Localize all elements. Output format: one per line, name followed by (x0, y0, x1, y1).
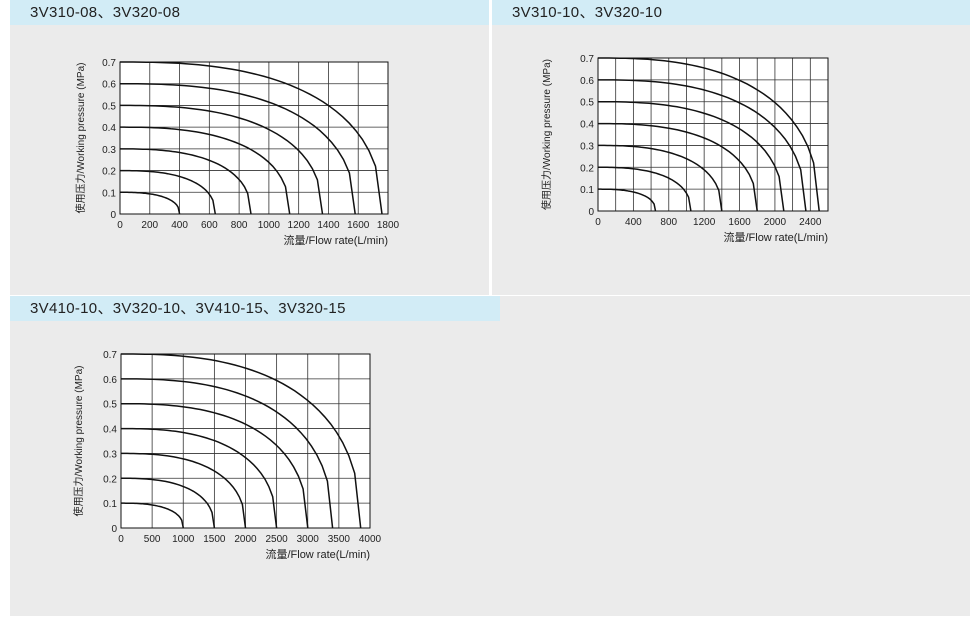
series-line-0.5 (598, 100, 785, 212)
panel-title-3: 3V410-10、3V320-10、3V410-15、3V320-15 (10, 296, 500, 321)
x-tick-label: 0 (118, 534, 124, 545)
x-tick-label: 500 (144, 534, 161, 545)
series-line-0.6 (120, 82, 356, 215)
x-tick-label: 200 (141, 220, 158, 231)
x-tick-label: 3500 (328, 534, 351, 545)
x-tick-label: 4000 (359, 534, 382, 545)
plot-area (598, 58, 828, 211)
y-tick-label: 0.7 (103, 350, 117, 361)
x-tick-label: 2000 (234, 534, 257, 545)
series-line-0.7 (598, 57, 820, 212)
y-tick-label: 0 (588, 207, 594, 218)
panel-title-2: 3V310-10、3V320-10 (492, 0, 970, 25)
series-line-0.5 (120, 104, 324, 215)
y-tick-label: 0.2 (102, 167, 116, 178)
series-line-0.2 (121, 477, 216, 529)
x-tick-label: 400 (171, 220, 188, 231)
y-tick-label: 0.2 (103, 474, 117, 485)
plot-area (120, 62, 388, 214)
x-tick-label: 600 (201, 220, 218, 231)
x-tick-label: 1200 (693, 217, 716, 228)
plot-frame (597, 57, 829, 212)
x-tick-label: 2500 (266, 534, 289, 545)
y-tick-label: 0.1 (103, 499, 117, 510)
x-tick-label: 2000 (764, 217, 787, 228)
y-axis-label: 使用压力/Working pressure (MPa) (72, 366, 85, 517)
x-tick-label: 1600 (347, 220, 370, 231)
series-line-0.4 (121, 427, 278, 529)
x-axis-label: 流量/Flow rate(L/min) (283, 233, 388, 247)
series-line-0.5 (121, 402, 309, 529)
series-line-0.1 (121, 502, 185, 529)
x-tick-label: 800 (660, 217, 677, 228)
y-tick-label: 0.4 (103, 425, 117, 436)
series-line-0.7 (120, 61, 383, 215)
x-tick-label: 400 (625, 217, 642, 228)
y-tick-label: 0.2 (580, 163, 594, 174)
series-line-0.6 (598, 79, 807, 212)
panel-title-1: 3V310-08、3V320-08 (10, 0, 489, 25)
x-tick-label: 3000 (297, 534, 320, 545)
x-tick-label: 0 (117, 220, 123, 231)
x-tick-label: 0 (595, 217, 601, 228)
y-tick-label: 0.5 (580, 98, 594, 109)
y-axis-label: 使用压力/Working pressure (MPa) (540, 59, 553, 210)
y-tick-label: 0 (110, 210, 116, 221)
series-line-0.3 (121, 452, 247, 529)
series-line-0.4 (120, 126, 291, 215)
y-tick-label: 0.5 (103, 400, 117, 411)
x-axis-label: 流量/Flow rate(L/min) (723, 230, 828, 244)
y-tick-label: 0.5 (102, 101, 116, 112)
chart-panel-2: 3V310-10、3V320-10 0 400 800 1200 1600 2000 240… (492, 0, 970, 295)
flow-chart-1: 0 200 400 600 800 1000 1200 1400 1600 1800 0 0.1 0.2… (74, 58, 400, 247)
y-tick-label: 0.4 (102, 123, 116, 134)
x-axis-label: 流量/Flow rate(L/min) (265, 547, 370, 561)
y-tick-label: 0.1 (102, 188, 116, 199)
series-line-0.2 (598, 166, 692, 212)
y-tick-label: 0 (111, 524, 117, 535)
x-tick-label: 1800 (377, 220, 400, 231)
y-tick-label: 0.6 (102, 80, 116, 91)
x-tick-label: 1000 (258, 220, 281, 231)
x-tick-label: 1600 (728, 217, 751, 228)
series-line-0.1 (598, 188, 657, 212)
series-line-0.1 (120, 191, 181, 215)
series-line-0.2 (120, 169, 217, 215)
y-tick-label: 0.6 (103, 375, 117, 386)
series-line-0.3 (598, 144, 723, 212)
y-tick-label: 0.3 (102, 145, 116, 156)
y-tick-label: 0.1 (580, 185, 594, 196)
x-tick-label: 2400 (799, 217, 822, 228)
series-line-0.6 (121, 378, 334, 529)
y-tick-label: 0.3 (103, 449, 117, 460)
y-tick-label: 0.4 (580, 120, 594, 131)
plot-frame (119, 61, 389, 215)
y-tick-label: 0.3 (580, 141, 594, 152)
x-tick-label: 1200 (288, 220, 311, 231)
y-tick-label: 0.7 (580, 54, 594, 65)
series-line-0.7 (121, 353, 362, 529)
y-tick-label: 0.7 (102, 58, 116, 69)
x-tick-label: 1400 (317, 220, 340, 231)
x-tick-label: 1500 (203, 534, 226, 545)
y-axis-label: 使用压力/Working pressure (MPa) (74, 63, 87, 214)
x-tick-label: 800 (231, 220, 248, 231)
x-tick-label: 1000 (172, 534, 195, 545)
flow-chart-2: 0 400 800 1200 1600 2000 2400 0 0.1 0.2 0.3 0.4 0.5 0… (540, 54, 829, 244)
series-line-0.4 (598, 122, 758, 212)
chart-panel-1: 3V310-08、3V320-08 0 200 400 600 800 1000 1200 1… (10, 0, 489, 295)
chart-panel-3: 3V410-10、3V320-10、3V410-15、3V320-15 0 500… (10, 296, 970, 616)
y-tick-label: 0.6 (580, 76, 594, 87)
flow-chart-3: 0 500 1000 1500 2000 2500 3000 3500 4000 0 0.1 0.2 0… (72, 350, 382, 561)
series-line-0.3 (120, 148, 252, 215)
